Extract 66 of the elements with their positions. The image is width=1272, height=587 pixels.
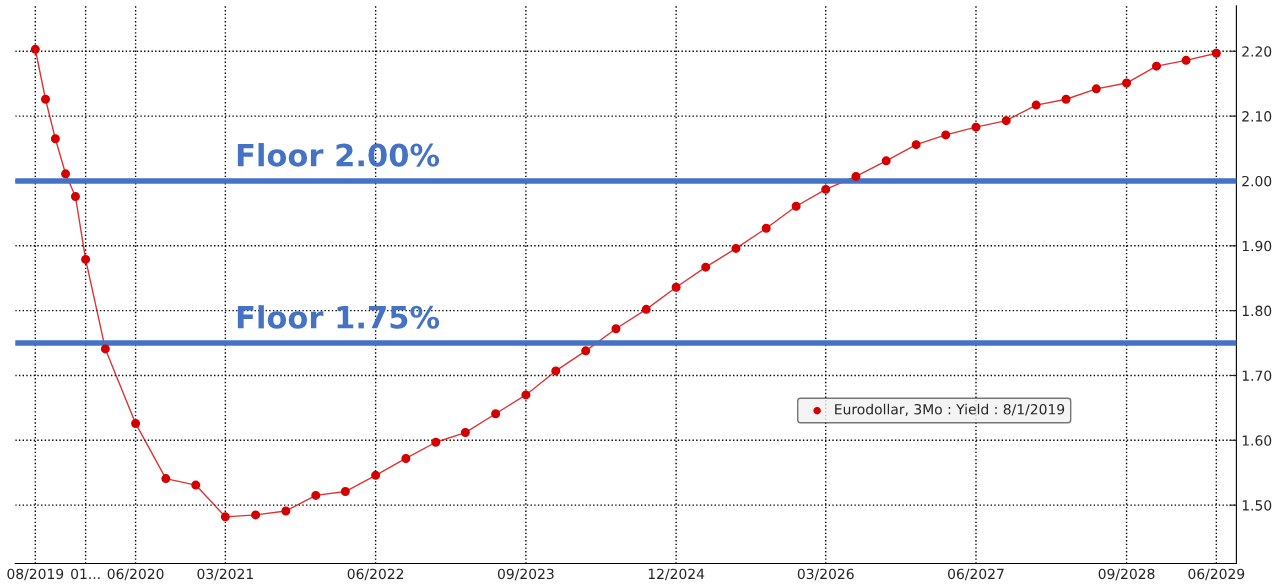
point	[131, 418, 141, 428]
point	[1122, 78, 1132, 88]
point	[1001, 116, 1011, 126]
point	[911, 140, 921, 150]
point	[161, 474, 171, 484]
point	[1211, 48, 1221, 58]
point	[70, 192, 80, 202]
point	[851, 171, 861, 181]
y-tick-label: 1.60	[1242, 435, 1272, 446]
point	[30, 44, 40, 54]
point	[311, 490, 321, 500]
point	[701, 262, 711, 272]
point	[521, 390, 531, 400]
x-tick-label: 09/2028	[1098, 568, 1155, 581]
point	[191, 480, 201, 490]
point	[340, 487, 350, 497]
point	[1091, 84, 1101, 94]
point	[1151, 61, 1161, 71]
point	[641, 304, 651, 314]
point	[1061, 94, 1071, 104]
y-tick-label: 1.70	[1242, 370, 1272, 381]
point	[731, 243, 741, 253]
point	[491, 409, 501, 419]
point	[581, 346, 591, 356]
point	[611, 324, 621, 334]
x-tick-label: 12/2024	[648, 568, 705, 581]
point	[1031, 100, 1041, 110]
point	[401, 453, 411, 463]
y-tick-label: 1.50	[1242, 500, 1272, 511]
point	[791, 201, 801, 211]
point	[220, 512, 230, 522]
x-tick-label: 06/2027	[948, 568, 1004, 581]
x-tick-label: 06/2029	[1188, 568, 1245, 581]
point	[460, 428, 470, 438]
x-tick-label: 03/2021	[197, 568, 253, 581]
y-tick-label: 2.20	[1242, 46, 1272, 57]
point	[371, 470, 381, 480]
x-tick-label: 06/2020	[107, 568, 164, 581]
point	[971, 122, 981, 132]
x-tick-label: 03/2026	[797, 568, 854, 581]
x-tick-label: 09/2023	[497, 568, 554, 581]
ref-line-label: Floor 2.00%	[237, 143, 440, 167]
point	[251, 510, 261, 520]
y-tick-label: 1.90	[1242, 240, 1272, 252]
y-tick-label: 2.00	[1242, 175, 1272, 187]
point	[941, 130, 951, 140]
point	[50, 134, 60, 144]
ref-line-label: Floor 1.75%	[237, 305, 440, 329]
point	[551, 366, 561, 376]
point	[41, 94, 51, 104]
point	[81, 254, 91, 264]
x-tick-label: 01...	[71, 568, 100, 580]
x-tick-label: 06/2022	[347, 568, 404, 581]
point	[431, 437, 441, 447]
point	[61, 169, 71, 179]
point	[821, 184, 831, 194]
point	[881, 156, 891, 166]
y-tick-label: 1.80	[1242, 305, 1272, 317]
y-tick-label: 2.10	[1242, 111, 1272, 122]
point	[671, 282, 681, 292]
point	[1181, 55, 1191, 65]
point	[761, 223, 771, 233]
point	[281, 506, 291, 516]
legend-label: Eurodollar, 3Mo : Yield : 8/1/2019	[835, 403, 1065, 416]
point	[100, 344, 110, 354]
x-tick-label: 08/2019	[7, 568, 64, 581]
